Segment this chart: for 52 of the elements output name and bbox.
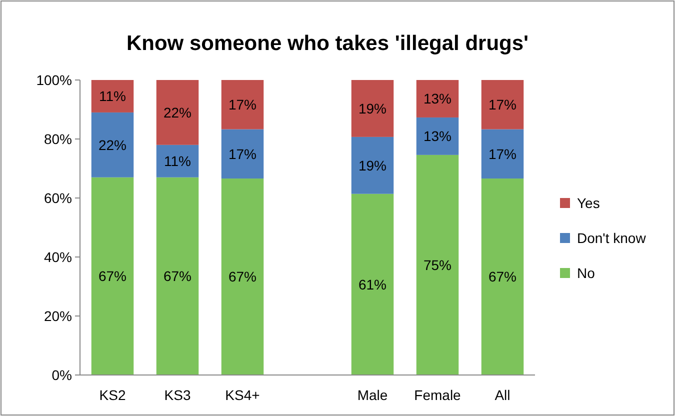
y-tick-label: 60% (44, 190, 72, 206)
x-tick-label: Female (414, 387, 462, 403)
bar (221, 129, 264, 179)
y-tick-label: 100% (36, 72, 72, 88)
x-tick-label: Male (357, 387, 388, 403)
bar (416, 117, 459, 155)
y-tick-label: 40% (44, 248, 72, 265)
bar (156, 80, 199, 145)
data-label: 22% (163, 104, 192, 120)
x-tick-label: KS2 (99, 387, 126, 403)
data-label: 17% (488, 96, 517, 113)
data-label: 11% (99, 88, 126, 104)
bar (481, 80, 524, 130)
bar (91, 177, 134, 375)
y-tick-label: 80% (44, 130, 72, 147)
y-tick-label: 20% (44, 308, 72, 324)
bar (416, 80, 459, 118)
data-label: 75% (423, 256, 452, 273)
legend-label: Don't know (577, 230, 647, 246)
y-tick-label: 0% (52, 366, 72, 383)
data-label: 13% (423, 128, 452, 144)
data-label: 22% (98, 136, 127, 153)
data-label: 67% (98, 268, 127, 284)
bar (351, 80, 394, 137)
data-label: 17% (228, 146, 257, 162)
x-tick-label: All (494, 387, 510, 403)
data-label: 13% (423, 90, 452, 107)
bar (416, 154, 459, 375)
bar (351, 194, 394, 375)
bar (351, 136, 394, 194)
bar (91, 80, 134, 112)
data-label: 17% (228, 96, 257, 113)
x-tick-label: KS3 (164, 387, 191, 403)
data-label: 19% (358, 157, 387, 174)
data-label: 61% (358, 276, 387, 292)
x-tick-label: KS4+ (225, 387, 260, 403)
data-label: 67% (488, 268, 517, 285)
bar (221, 80, 264, 130)
bar (221, 178, 264, 375)
data-label: 67% (163, 268, 192, 284)
legend-label: No (577, 264, 596, 281)
legend-label: Yes (577, 194, 600, 211)
bar (156, 144, 199, 178)
bar (481, 129, 524, 179)
data-label: 17% (488, 146, 517, 162)
bar (481, 178, 524, 375)
data-label: 67% (228, 268, 257, 285)
bar (91, 112, 134, 178)
data-label: 11% (164, 153, 191, 170)
bar (156, 177, 199, 375)
chart-title: Know someone who takes 'illegal drugs' (126, 32, 529, 55)
data-label: 19% (358, 100, 387, 116)
